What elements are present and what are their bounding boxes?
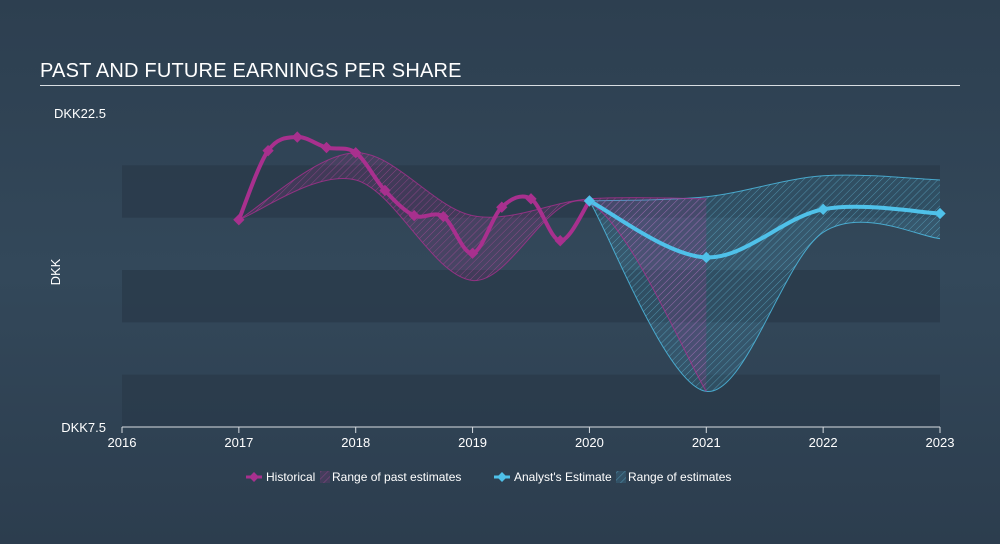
legend-analyst-estimate[interactable]: Analyst's Estimate: [494, 470, 612, 484]
series-markers: [233, 131, 946, 264]
legend-historical[interactable]: Historical: [246, 470, 315, 484]
y-axis-label: DKK: [48, 258, 63, 285]
background-band: [122, 270, 940, 323]
historical-point[interactable]: [291, 131, 303, 143]
historical-point[interactable]: [233, 214, 245, 226]
background-bands: [122, 165, 940, 427]
y-tick-label-max: DKK22.5: [54, 106, 106, 121]
chart-title: PAST AND FUTURE EARNINGS PER SHARE: [40, 60, 462, 82]
estimate-ranges: [238, 152, 941, 392]
historical-point[interactable]: [496, 201, 508, 213]
past-range-area: [238, 152, 707, 392]
legend-historical-marker: [249, 472, 259, 482]
x-tick-label: 2022: [809, 435, 838, 450]
legend-future-range[interactable]: Range of estimates: [616, 470, 731, 484]
background-band: [122, 374, 940, 427]
legend-past-range-label: Range of past estimates: [332, 470, 461, 484]
historical-point[interactable]: [466, 247, 479, 259]
x-tick-label: 2019: [458, 435, 487, 450]
historical-point[interactable]: [525, 193, 537, 205]
past-range-lower-edge: [238, 178, 707, 392]
analyst-estimate-point[interactable]: [817, 203, 829, 215]
x-tick-label: 2020: [575, 435, 604, 450]
legend-analyst-estimate-marker: [497, 472, 507, 482]
historical-point[interactable]: [408, 209, 420, 222]
analyst-estimate-point[interactable]: [700, 251, 712, 264]
historical-point[interactable]: [554, 235, 566, 247]
y-tick-label-min: DKK7.5: [61, 420, 106, 435]
title-divider: [40, 85, 960, 86]
legend-analyst-estimate-label: Analyst's Estimate: [514, 470, 612, 484]
analyst-estimate-line: [587, 198, 942, 260]
historical-point[interactable]: [350, 147, 362, 159]
past-range-upper-edge: [238, 152, 707, 221]
historical-point[interactable]: [320, 141, 333, 154]
legend-future-range-label: Range of estimates: [628, 470, 731, 484]
future-range-lower-edge: [589, 200, 941, 392]
analyst-estimate-point[interactable]: [934, 207, 946, 220]
legend-historical-label: Historical: [266, 470, 315, 484]
x-axis-ticks: 2016 2017 2018 2019 2020 2021 2022 2023: [108, 427, 955, 450]
historical-point[interactable]: [262, 145, 274, 157]
x-tick-label: 2017: [224, 435, 253, 450]
x-tick-label: 2016: [108, 435, 137, 450]
x-tick-label: 2018: [341, 435, 370, 450]
legend-past-range-swatch: [320, 471, 330, 483]
x-tick-label: 2021: [692, 435, 721, 450]
x-tick-label: 2023: [926, 435, 955, 450]
historical-point[interactable]: [437, 210, 450, 223]
legend: Historical Range of past estimates Analy…: [246, 470, 731, 484]
analyst-estimate-point[interactable]: [583, 195, 596, 207]
legend-past-range[interactable]: Range of past estimates: [320, 470, 461, 484]
historical-point[interactable]: [379, 184, 391, 197]
legend-future-range-swatch: [616, 471, 626, 483]
